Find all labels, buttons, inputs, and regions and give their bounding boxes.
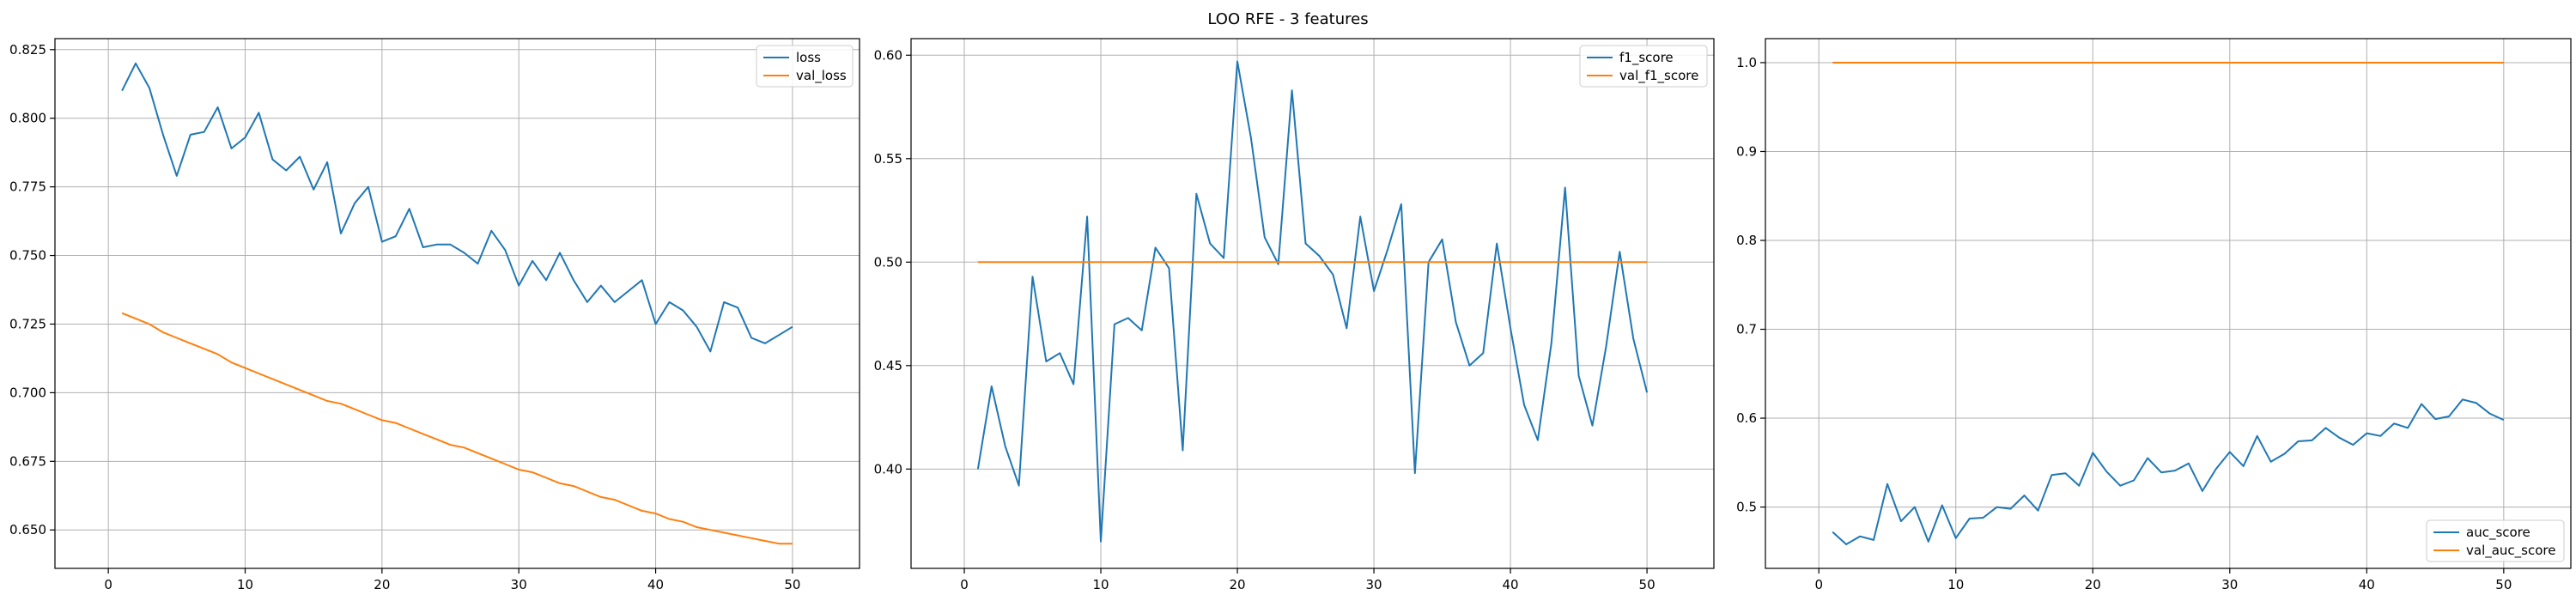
x-tick-label: 10 (237, 577, 253, 592)
y-tick-label: 0.675 (9, 453, 46, 469)
y-tick-label: 0.60 (874, 47, 902, 63)
legend: auc_score val_auc_score (2426, 519, 2565, 562)
y-tick-label: 0.800 (9, 111, 46, 126)
y-tick-label: 0.775 (9, 179, 46, 195)
y-tick-label: 0.8 (1736, 233, 1757, 248)
legend: loss val_loss (756, 45, 854, 88)
x-tick-label: 30 (2221, 577, 2238, 592)
x-tick-label: 20 (1229, 577, 1245, 592)
x-tick-label: 0 (960, 577, 969, 592)
legend-label-val_auc_score: val_auc_score (2466, 543, 2556, 559)
y-tick-label: 0.825 (9, 42, 46, 58)
y-tick-label: 0.55 (874, 151, 902, 167)
y-tick-label: 0.5 (1736, 500, 1757, 515)
x-tick-label: 0 (1814, 577, 1823, 592)
legend-label-val_f1_score: val_f1_score (1619, 68, 1698, 84)
x-tick-label: 40 (647, 577, 664, 592)
axes-frame (54, 38, 860, 569)
chart-panel-1: 0 10 20 30 40 50 0.650 0.675 0.700 0.725 0.750 0.77… (9, 38, 860, 592)
x-tick-label: 50 (1639, 577, 1656, 592)
series-line-loss (121, 62, 793, 353)
legend-label-loss: loss (796, 50, 821, 65)
x-tick-label: 40 (1503, 577, 1519, 592)
legend-label-val_loss: val_loss (796, 68, 847, 84)
x-tick-label: 50 (2495, 577, 2512, 592)
figure-title: LOO RFE - 3 features (1207, 10, 1368, 28)
y-tick-label: 1.0 (1736, 55, 1757, 70)
y-tick-label: 0.7 (1736, 322, 1757, 337)
x-tick-label: 10 (1092, 577, 1109, 592)
y-tick-label: 0.9 (1736, 143, 1757, 159)
x-tick-label: 0 (104, 577, 112, 592)
axes-frame (1765, 38, 2572, 569)
series-line-val_loss (121, 312, 793, 545)
series-line-f1_score (976, 60, 1649, 543)
y-tick-label: 0.650 (9, 522, 46, 537)
axes-frame (910, 38, 1715, 569)
x-tick-label: 20 (374, 577, 390, 592)
y-tick-label: 0.40 (874, 461, 902, 477)
series-line-auc_score (1832, 398, 2505, 545)
x-tick-label: 50 (784, 577, 800, 592)
legend: f1_score val_f1_score (1579, 45, 1708, 88)
x-tick-label: 30 (1366, 577, 1382, 592)
y-tick-label: 0.45 (874, 358, 902, 373)
legend-box (2426, 519, 2565, 562)
legend-label-f1_score: f1_score (1619, 50, 1674, 66)
y-tick-label: 0.750 (9, 248, 46, 264)
y-tick-label: 0.6 (1736, 410, 1757, 426)
x-tick-label: 10 (1947, 577, 1964, 592)
x-tick-label: 40 (2359, 577, 2375, 592)
x-tick-label: 30 (511, 577, 527, 592)
x-tick-label: 20 (2085, 577, 2101, 592)
y-tick-label: 0.725 (9, 316, 46, 331)
chart-panel-3: 0 10 20 30 40 50 0.5 0.6 0.7 0.8 0.9 1.0 auc_scoreva… (1736, 38, 2572, 592)
legend-label-auc_score: auc_score (2466, 525, 2530, 541)
y-tick-label: 0.50 (874, 254, 902, 270)
chart-panel-2: 0 10 20 30 40 50 0.40 0.45 0.50 0.55 0.60 f1_scorev… (874, 38, 1715, 592)
y-tick-label: 0.700 (9, 385, 46, 400)
